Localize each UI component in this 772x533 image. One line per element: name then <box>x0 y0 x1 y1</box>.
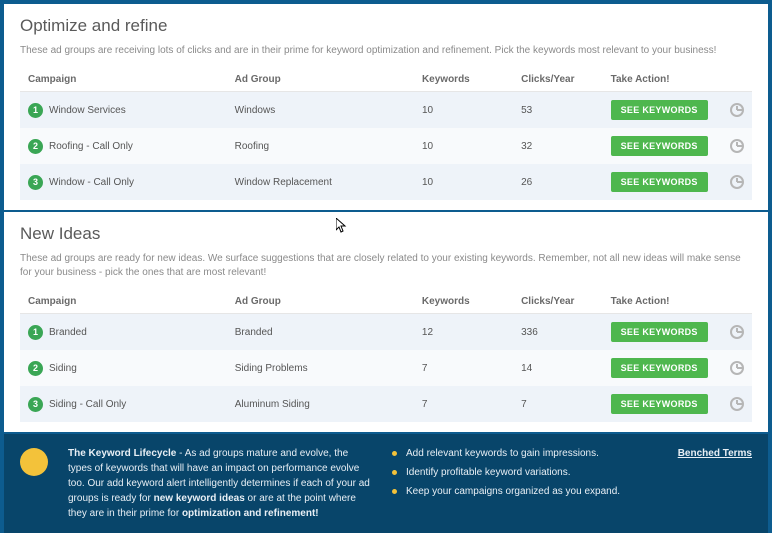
see-keywords-button[interactable]: SEE KEYWORDS <box>611 172 708 192</box>
adgroup-name: Branded <box>227 314 414 351</box>
keywords-count: 7 <box>414 386 513 422</box>
campaign-name: Roofing - Call Only <box>49 141 133 152</box>
panel-desc: These ad groups are receiving lots of cl… <box>20 44 752 58</box>
lifecycle-dot-icon <box>20 448 48 476</box>
clicks-count: 32 <box>513 128 603 164</box>
optimize-table: Campaign Ad Group Keywords Clicks/Year T… <box>20 68 752 200</box>
campaign-name: Branded <box>49 327 87 338</box>
clock-icon[interactable] <box>730 361 744 375</box>
lifecycle-bold-b: new keyword ideas <box>154 493 245 504</box>
bullet-item: Add relevant keywords to gain impression… <box>392 446 632 461</box>
col-action: Take Action! <box>603 68 722 92</box>
table-row: 2 Siding Siding Problems714 SEE KEYWORDS <box>20 350 752 386</box>
clock-icon[interactable] <box>730 139 744 153</box>
campaign-name: Siding <box>49 363 77 374</box>
clock-icon[interactable] <box>730 325 744 339</box>
table-row: 1 Window Services Windows1053 SEE KEYWORDS <box>20 92 752 129</box>
see-keywords-button[interactable]: SEE KEYWORDS <box>611 322 708 342</box>
keywords-count: 7 <box>414 350 513 386</box>
clock-icon[interactable] <box>730 175 744 189</box>
col-campaign: Campaign <box>20 68 227 92</box>
lifecycle-bold-c: optimization and refinement! <box>182 508 319 519</box>
see-keywords-button[interactable]: SEE KEYWORDS <box>611 358 708 378</box>
bullet-item: Keep your campaigns organized as you exp… <box>392 484 632 499</box>
col-clicks: Clicks/Year <box>513 68 603 92</box>
panel-title: Optimize and refine <box>20 16 752 36</box>
row-index-badge: 2 <box>28 139 43 154</box>
keywords-count: 10 <box>414 164 513 200</box>
benched-terms-link[interactable]: Benched Terms <box>652 446 752 461</box>
campaign-name: Window Services <box>49 105 126 116</box>
adgroup-name: Windows <box>227 92 414 129</box>
bullet-item: Identify profitable keyword variations. <box>392 465 632 480</box>
ideas-table: Campaign Ad Group Keywords Clicks/Year T… <box>20 290 752 422</box>
see-keywords-button[interactable]: SEE KEYWORDS <box>611 100 708 120</box>
col-keywords: Keywords <box>414 68 513 92</box>
adgroup-name: Roofing <box>227 128 414 164</box>
campaign-name: Window - Call Only <box>49 177 134 188</box>
see-keywords-button[interactable]: SEE KEYWORDS <box>611 136 708 156</box>
lifecycle-text: The Keyword Lifecycle - As ad groups mat… <box>68 446 372 521</box>
panel-desc: These ad groups are ready for new ideas.… <box>20 252 752 280</box>
adgroup-name: Aluminum Siding <box>227 386 414 422</box>
clicks-count: 336 <box>513 314 603 351</box>
optimize-panel: Optimize and refine These ad groups are … <box>4 4 768 210</box>
col-adgroup: Ad Group <box>227 290 414 314</box>
lifecycle-footer: The Keyword Lifecycle - As ad groups mat… <box>4 434 768 533</box>
col-spacer <box>722 290 752 314</box>
ideas-rows: 1BrandedBranded12336SEE KEYWORDS2SidingS… <box>20 314 752 423</box>
row-index-badge: 2 <box>28 361 43 376</box>
adgroup-name: Window Replacement <box>227 164 414 200</box>
row-index-badge: 1 <box>28 103 43 118</box>
table-row: 3Siding - Call OnlyAluminum Siding77SEE … <box>20 386 752 422</box>
see-keywords-button[interactable]: SEE KEYWORDS <box>611 394 708 414</box>
col-clicks: Clicks/Year <box>513 290 603 314</box>
keywords-count: 10 <box>414 92 513 129</box>
col-campaign: Campaign <box>20 290 227 314</box>
clicks-count: 26 <box>513 164 603 200</box>
adgroup-name: Siding Problems <box>227 350 414 386</box>
clicks-count: 7 <box>513 386 603 422</box>
col-keywords: Keywords <box>414 290 513 314</box>
keywords-count: 12 <box>414 314 513 351</box>
col-action: Take Action! <box>603 290 722 314</box>
row-index-badge: 3 <box>28 397 43 412</box>
panel-title: New Ideas <box>20 224 752 244</box>
optimize-rows: 1Window ServicesWindows1053SEE KEYWORDS2… <box>20 92 752 201</box>
clock-icon[interactable] <box>730 397 744 411</box>
clock-icon[interactable] <box>730 103 744 117</box>
keywords-count: 10 <box>414 128 513 164</box>
row-index-badge: 3 <box>28 175 43 190</box>
campaign-name: Siding - Call Only <box>49 399 126 410</box>
col-adgroup: Ad Group <box>227 68 414 92</box>
table-row: 2 Roofing - Call Only Roofing1032 SEE KEYWO… <box>20 128 752 164</box>
clicks-count: 14 <box>513 350 603 386</box>
clicks-count: 53 <box>513 92 603 129</box>
lifecycle-bullets: Add relevant keywords to gain impression… <box>392 446 632 503</box>
table-row: 3 Window - Call Only Window Replacement102… <box>20 164 752 200</box>
lifecycle-lead: The Keyword Lifecycle <box>68 448 176 459</box>
row-index-badge: 1 <box>28 325 43 340</box>
col-spacer <box>722 68 752 92</box>
ideas-panel: New Ideas These ad groups are ready for … <box>4 212 768 432</box>
table-row: 1BrandedBranded12336SEE KEYWORDS <box>20 314 752 351</box>
